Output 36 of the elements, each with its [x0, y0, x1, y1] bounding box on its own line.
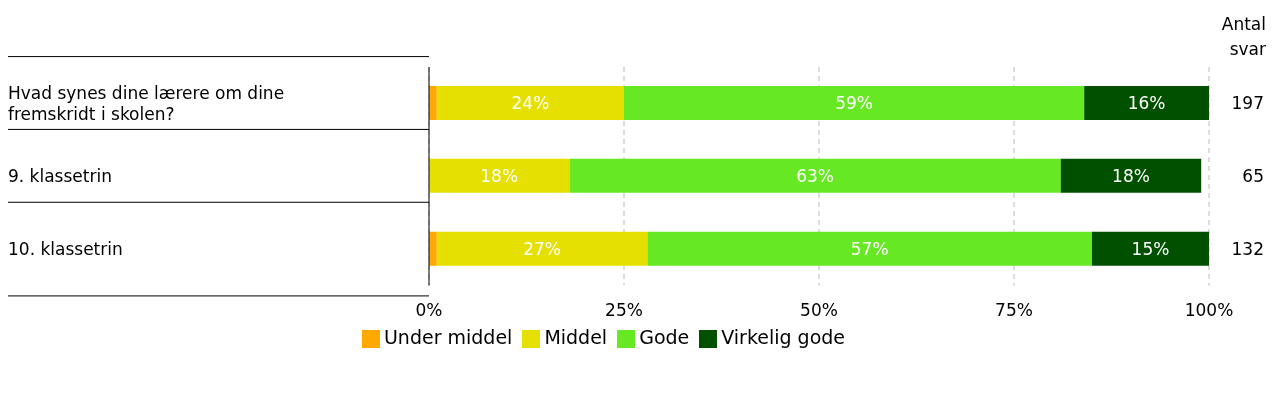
bar: [624, 86, 1085, 120]
data-label: 15%: [1131, 238, 1170, 259]
data-label: 57%: [850, 238, 889, 259]
bar: [436, 231, 648, 266]
bar: [1092, 231, 1209, 266]
y-tick-label: 9. klassetrin: [8, 166, 112, 187]
legend-label: Gode: [639, 325, 690, 348]
legend-label: Under middel: [383, 325, 513, 348]
legend-label: Middel: [544, 325, 608, 348]
x-tick-label: 75%: [995, 299, 1033, 320]
x-tick-label: 100%: [1184, 299, 1234, 320]
text: 132: [1231, 238, 1264, 259]
bar: [1060, 158, 1202, 193]
bar: [429, 86, 437, 120]
data-label: 59%: [835, 93, 873, 113]
y-tick-label: Hvad synes dine lærere om dine fremskridt i skolen?: [8, 82, 285, 124]
x-tick-label: 0%: [415, 299, 443, 320]
bar: [569, 158, 1061, 193]
data-label: 18%: [480, 165, 519, 186]
bar: [429, 158, 570, 193]
text: Antal svar: [1220, 13, 1266, 61]
data-label: 16%: [1127, 93, 1166, 113]
data-label: 24%: [511, 93, 550, 113]
bar: [429, 231, 437, 266]
text: 65: [1242, 165, 1264, 186]
x-tick-label: 50%: [800, 299, 838, 320]
text: 197: [1231, 93, 1264, 113]
y-tick-label: 10. klassetrin: [8, 239, 123, 260]
bar: [1084, 86, 1209, 120]
data-label: 18%: [1112, 165, 1150, 186]
x-tick-label: 25%: [605, 299, 643, 320]
data-label: 27%: [523, 238, 561, 259]
bar: [647, 231, 1092, 266]
bar: [436, 86, 624, 120]
data-label: 63%: [796, 165, 834, 186]
legend-label: Virkelig gode: [721, 325, 846, 348]
